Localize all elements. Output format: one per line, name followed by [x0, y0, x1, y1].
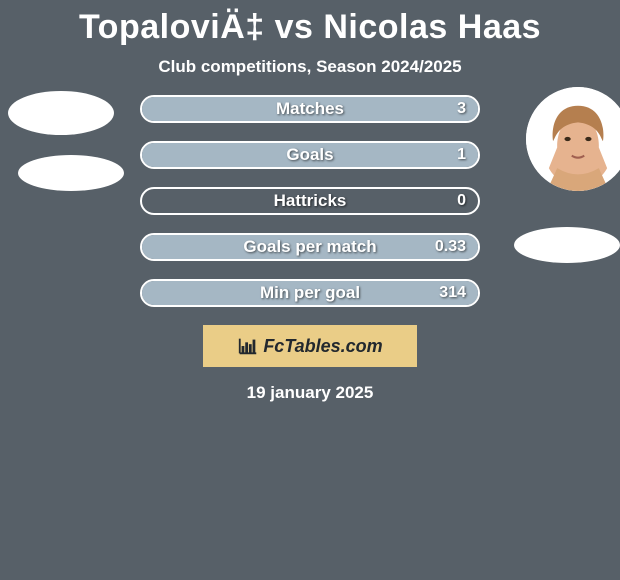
logo-text: FcTables.com: [263, 336, 382, 357]
stats-card: TopaloviÄ‡ vs Nicolas Haas Club competit…: [0, 0, 620, 403]
player-right-flag: [514, 227, 620, 263]
bar-min-per-goal: Min per goal 314: [140, 279, 480, 307]
bar-label: Matches: [142, 97, 478, 121]
player-right-avatar-icon: [526, 87, 620, 191]
bar-goals-per-match: Goals per match 0.33: [140, 233, 480, 261]
bar-label: Goals: [142, 143, 478, 167]
bar-value: 0: [457, 189, 466, 213]
player-left-shape-2: [18, 155, 124, 191]
bar-label: Goals per match: [142, 235, 478, 259]
bar-chart-icon: [237, 335, 259, 357]
logo-box[interactable]: FcTables.com: [203, 325, 417, 367]
bar-hattricks: Hattricks 0: [140, 187, 480, 215]
bar-value: 1: [457, 143, 466, 167]
bar-value: 0.33: [435, 235, 466, 259]
stats-bars: Matches 3 Goals 1 Hattricks 0 Goals per …: [140, 95, 480, 307]
bar-value: 3: [457, 97, 466, 121]
subtitle: Club competitions, Season 2024/2025: [0, 57, 620, 77]
bar-goals: Goals 1: [140, 141, 480, 169]
player-left-shape-1: [8, 91, 114, 135]
date-text: 19 january 2025: [0, 383, 620, 403]
bar-label: Min per goal: [142, 281, 478, 305]
bar-value: 314: [439, 281, 466, 305]
bar-matches: Matches 3: [140, 95, 480, 123]
content-area: Matches 3 Goals 1 Hattricks 0 Goals per …: [0, 95, 620, 403]
bar-label: Hattricks: [142, 189, 478, 213]
player-right-avatar: [526, 87, 620, 191]
page-title: TopaloviÄ‡ vs Nicolas Haas: [0, 8, 620, 47]
